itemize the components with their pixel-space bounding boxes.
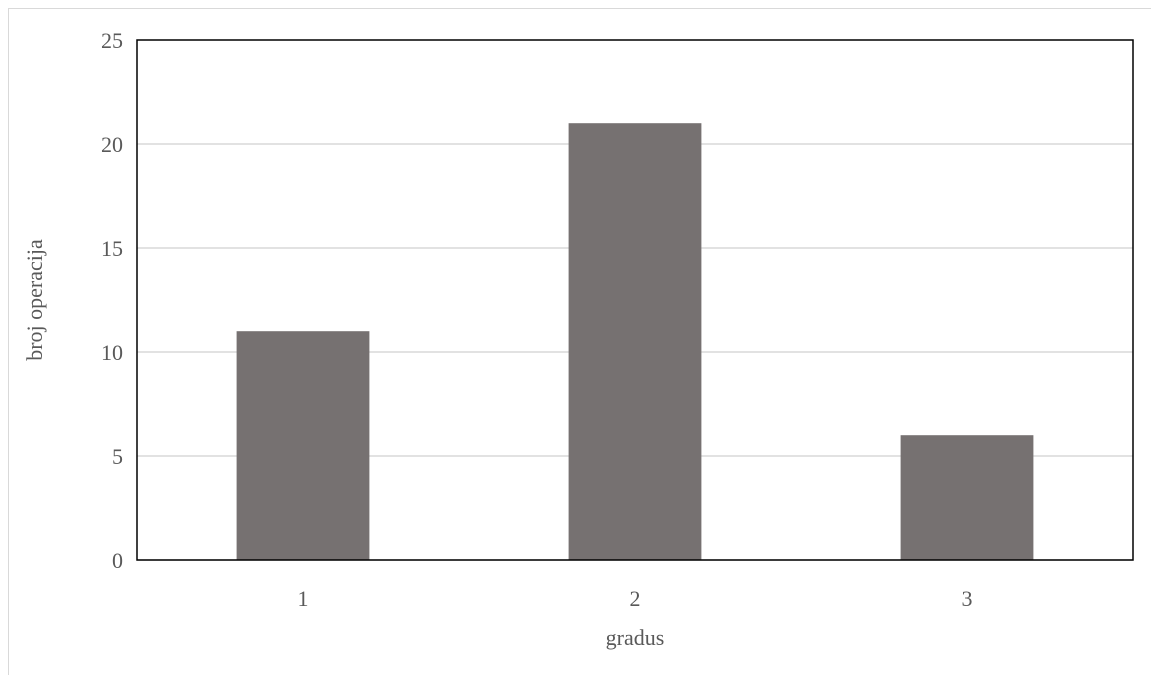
y-tick-label: 20	[101, 132, 123, 157]
y-axis-tick-labels: 0 5 10 15 20 25	[101, 28, 123, 573]
y-tick-label: 0	[112, 548, 123, 573]
y-tick-label: 15	[101, 236, 123, 261]
x-axis-title: gradus	[606, 625, 665, 650]
x-tick-label: 1	[298, 586, 309, 611]
x-tick-label: 2	[630, 586, 641, 611]
plot-area-border	[136, 39, 1134, 561]
bar-1	[236, 331, 370, 560]
y-tick-label: 25	[101, 28, 123, 53]
y-tick-label: 10	[101, 340, 123, 365]
chart-frame	[8, 8, 1151, 675]
y-tick-label: 5	[112, 444, 123, 469]
bar-2	[568, 123, 702, 560]
y-axis-title: broj operacija	[22, 239, 47, 361]
bars	[236, 123, 1034, 560]
bar-3	[900, 435, 1034, 560]
x-tick-label: 3	[962, 586, 973, 611]
x-axis-tick-labels: 1 2 3	[298, 586, 973, 611]
